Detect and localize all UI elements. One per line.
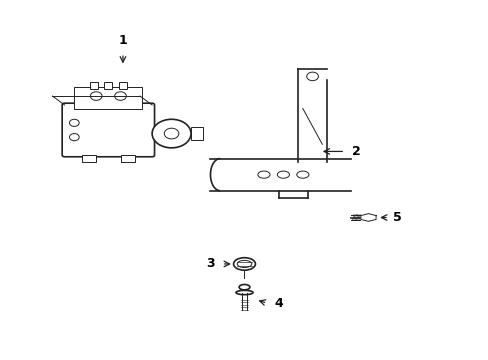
FancyBboxPatch shape (62, 103, 154, 157)
Bar (119, 82, 126, 89)
Ellipse shape (296, 171, 308, 178)
Circle shape (69, 119, 79, 126)
Bar (81, 155, 96, 162)
Text: 2: 2 (351, 145, 360, 158)
Circle shape (115, 92, 126, 100)
Bar (191, 127, 203, 140)
Bar (120, 155, 135, 162)
Circle shape (152, 119, 191, 148)
Ellipse shape (236, 291, 252, 295)
Text: 3: 3 (206, 257, 214, 270)
Bar (104, 82, 112, 89)
Circle shape (164, 128, 179, 139)
Bar (90, 82, 98, 89)
Text: 5: 5 (392, 211, 401, 224)
Text: 4: 4 (274, 297, 283, 310)
Ellipse shape (239, 284, 249, 290)
Ellipse shape (237, 260, 251, 267)
Circle shape (69, 134, 79, 141)
Text: 1: 1 (118, 34, 127, 47)
Bar (74, 87, 142, 109)
Ellipse shape (257, 171, 269, 178)
Circle shape (306, 72, 318, 81)
Circle shape (90, 92, 102, 100)
Ellipse shape (233, 258, 255, 270)
Ellipse shape (277, 171, 289, 178)
